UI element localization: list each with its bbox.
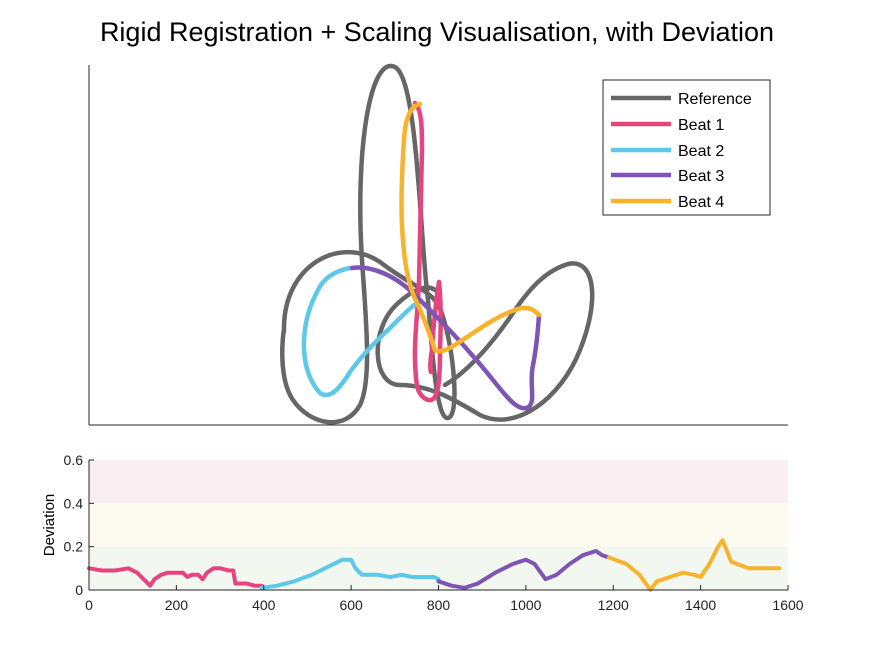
x-tick-label: 600 (339, 597, 363, 613)
legend-box (602, 79, 771, 216)
deviation-series (87, 538, 782, 592)
deviation-y-label: Deviation (41, 494, 58, 557)
y-tick-label: 0 (75, 582, 83, 598)
deviation-line-beat-4 (606, 538, 782, 592)
x-tick-label: 1600 (772, 597, 803, 613)
deviation-band-high (89, 460, 788, 504)
deviation-bands (89, 460, 788, 590)
x-tick-label: 1400 (685, 597, 716, 613)
deviation-line-beat-2 (259, 557, 441, 590)
beat-1-trace (412, 100, 443, 403)
x-tick-label: 0 (85, 597, 93, 613)
x-tick-label: 800 (427, 597, 451, 613)
x-tick-label: 1000 (510, 597, 541, 613)
registration-plot: Reference Beat 1 Beat 2 Beat 3 Beat 4 (88, 63, 788, 426)
y-tick-label: 0.2 (64, 539, 84, 555)
x-tick-label: 1200 (598, 597, 629, 613)
deviation-plot: 0 200 400 600 800 1000 1200 1400 1600 0 0.2 0.4 0.6… (41, 452, 804, 613)
deviation-band-mid (89, 503, 788, 547)
deviation-line-beat-1 (87, 566, 264, 588)
legend-label-beat-3: Beat 3 (678, 168, 724, 185)
beat-4-trace (399, 101, 542, 354)
legend-label-reference: Reference (678, 91, 752, 108)
y-tick-label: 0.4 (64, 495, 84, 511)
deviation-x-ticks: 0 200 400 600 800 1000 1200 1400 1600 (85, 585, 804, 613)
x-tick-label: 200 (165, 597, 189, 613)
deviation-y-ticks: 0 0.2 0.4 0.6 (64, 452, 94, 598)
legend: Reference Beat 1 Beat 2 Beat 3 Beat 4 (602, 79, 771, 216)
legend-label-beat-2: Beat 2 (678, 143, 724, 160)
legend-label-beat-4: Beat 4 (678, 194, 724, 211)
x-tick-label: 400 (252, 597, 276, 613)
legend-label-beat-1: Beat 1 (678, 117, 724, 134)
deviation-band-low (89, 546, 788, 590)
deviation-line-beat-3 (436, 549, 611, 590)
figure-title: Rigid Registration + Scaling Visualisati… (100, 17, 774, 47)
y-tick-label: 0.6 (64, 452, 84, 468)
beat-2-trace (301, 265, 417, 398)
